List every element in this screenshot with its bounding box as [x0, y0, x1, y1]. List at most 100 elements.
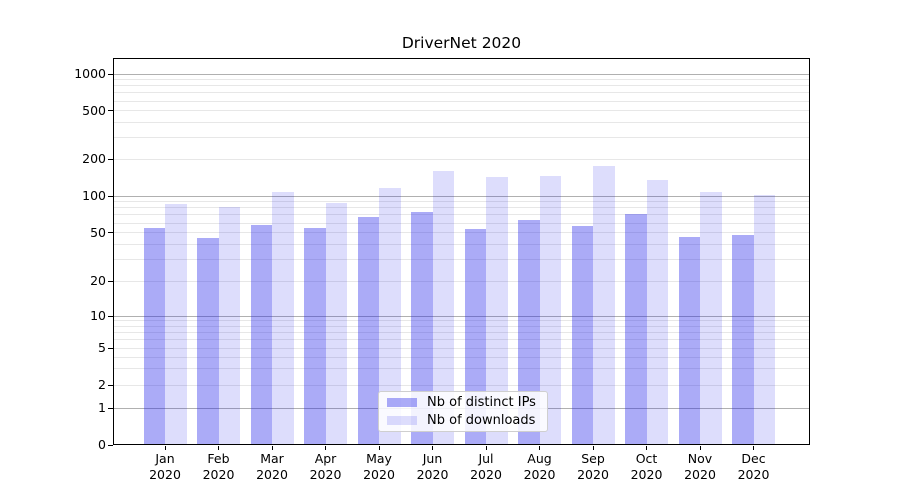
bar-downloads-feb	[218, 206, 240, 444]
bar-downloads-may	[379, 187, 401, 444]
legend-label: Nb of distinct IPs	[427, 395, 536, 410]
gridline-minor	[114, 339, 809, 341]
year-label: 2020	[737, 466, 770, 482]
gridline-major	[114, 195, 809, 197]
year-label: 2020	[416, 466, 449, 482]
legend-row-distinct-ips: Nb of distinct IPs	[387, 395, 547, 410]
gridline-minor	[114, 137, 809, 139]
month-label: Feb	[207, 451, 230, 466]
x-tick-mark	[325, 446, 326, 450]
x-tick-mark	[218, 446, 219, 450]
year-label: 2020	[523, 466, 556, 482]
x-tick-label-jun: Jun 2020	[401, 451, 465, 482]
x-tick-mark	[699, 446, 701, 450]
month-label: Jun	[422, 451, 443, 466]
gridline-minor	[114, 243, 809, 245]
x-tick-label-jul: Jul 2020	[454, 451, 518, 482]
bar-downloads-oct	[646, 180, 668, 444]
gridline-minor	[114, 110, 809, 112]
bar-distinct-ips-apr	[304, 227, 326, 444]
legend: Nb of distinct IPs Nb of downloads	[378, 391, 548, 432]
gridline-minor	[114, 320, 809, 322]
gridline-minor	[114, 325, 809, 327]
gridline-minor	[114, 280, 809, 282]
bar-distinct-ips-oct	[625, 213, 647, 444]
gridline-minor	[114, 92, 809, 94]
bar-downloads-sep	[593, 166, 615, 444]
gridline-minor	[114, 222, 809, 224]
y-tick-label: 1	[98, 400, 106, 416]
y-tick-mark	[108, 315, 113, 317]
bar-downloads-aug	[539, 176, 561, 444]
x-tick-label-apr: Apr 2020	[294, 451, 358, 482]
y-tick-mark	[108, 232, 113, 234]
y-tick-mark	[108, 444, 113, 446]
year-label: 2020	[577, 466, 609, 482]
bar-downloads-jun	[432, 170, 454, 444]
y-tick-label: 2	[98, 377, 106, 392]
month-label: Nov	[687, 451, 713, 466]
gridline-minor	[114, 85, 809, 87]
bar-distinct-ips-feb	[197, 238, 219, 444]
year-label: 2020	[256, 466, 288, 482]
year-label: 2020	[363, 466, 395, 482]
y-tick-mark	[108, 110, 113, 112]
x-tick-mark	[753, 446, 754, 450]
bar-distinct-ips-jun	[411, 212, 433, 444]
year-label: 2020	[149, 466, 181, 482]
legend-swatch	[387, 397, 417, 408]
gridline-major	[114, 315, 809, 317]
x-tick-label-may: May 2020	[347, 451, 411, 482]
bar-distinct-ips-dec	[732, 234, 754, 444]
bar-distinct-ips-nov	[678, 237, 700, 444]
x-tick-mark	[271, 446, 273, 450]
bar-distinct-ips-aug	[518, 220, 540, 444]
y-tick-label: 100	[82, 188, 106, 203]
gridline-minor	[114, 122, 809, 124]
x-tick-label-sep: Sep 2020	[561, 451, 625, 482]
gridline-minor	[114, 100, 809, 102]
x-tick-label-mar: Mar 2020	[240, 451, 304, 482]
year-label: 2020	[470, 466, 502, 482]
bar-downloads-jul	[486, 177, 508, 444]
y-tick-label: 5	[98, 340, 106, 356]
y-tick-label: 200	[82, 151, 106, 167]
bar-downloads-dec	[753, 195, 775, 444]
gridline-minor	[114, 368, 809, 370]
bar-downloads-mar	[272, 191, 294, 444]
x-tick-label-dec: Dec 2020	[722, 451, 786, 482]
bar-distinct-ips-may	[357, 217, 379, 444]
y-tick-label: 10	[90, 308, 106, 323]
y-tick-mark	[108, 347, 113, 349]
month-label: Apr	[314, 451, 337, 466]
x-tick-mark	[592, 446, 594, 450]
x-tick-mark	[485, 446, 487, 450]
y-tick-label: 0	[98, 437, 106, 452]
x-tick-mark	[378, 446, 380, 450]
legend-row-downloads: Nb of downloads	[387, 413, 547, 428]
bar-distinct-ips-sep	[571, 225, 593, 444]
y-tick-mark	[108, 73, 113, 75]
x-tick-mark	[539, 446, 540, 450]
gridline-minor	[114, 207, 809, 209]
month-label: Oct	[635, 451, 658, 466]
gridline-minor	[114, 214, 809, 216]
chart-title: DriverNet 2020	[401, 34, 522, 52]
gridline-minor	[114, 347, 809, 349]
y-tick-label: 20	[90, 273, 106, 288]
month-label: Jan	[155, 451, 175, 466]
gridline-minor	[114, 79, 809, 81]
x-tick-mark	[646, 446, 647, 450]
year-label: 2020	[684, 466, 716, 482]
month-label: Aug	[527, 451, 552, 466]
x-tick-label-jan: Jan 2020	[133, 451, 197, 482]
year-label: 2020	[202, 466, 235, 482]
bar-downloads-nov	[700, 191, 722, 444]
gridline-minor	[114, 232, 809, 234]
gridline-minor	[114, 332, 809, 334]
month-label: Mar	[260, 451, 284, 466]
bar-distinct-ips-jan	[143, 227, 165, 444]
month-label: Jul	[478, 451, 494, 466]
x-tick-label-aug: Aug 2020	[508, 451, 572, 482]
